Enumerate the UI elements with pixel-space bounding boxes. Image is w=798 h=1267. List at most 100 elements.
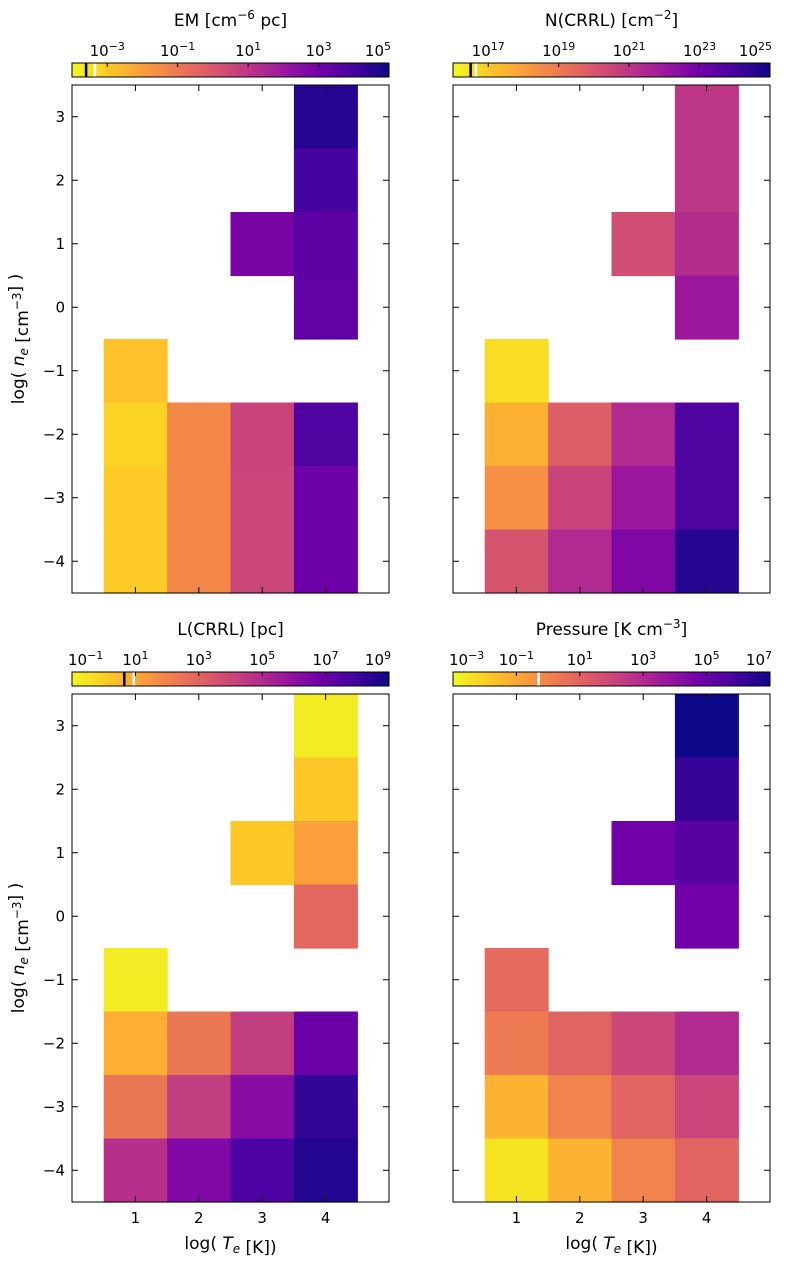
y-tick-label: 0 bbox=[55, 298, 65, 316]
colorbar-frame bbox=[71, 62, 390, 78]
heatmap-cell bbox=[293, 148, 358, 213]
heatmap-cell bbox=[293, 884, 358, 949]
plot-frame bbox=[71, 84, 390, 594]
colorbar-tick-label: 103 bbox=[306, 40, 332, 60]
heatmap-cell bbox=[103, 1138, 168, 1203]
x-axis-label: log( Te [K]) bbox=[565, 1234, 657, 1258]
y-tick-label: 3 bbox=[55, 717, 65, 735]
heatmap-cell bbox=[674, 884, 739, 949]
heatmap-cell bbox=[167, 529, 232, 594]
heatmap-cell bbox=[230, 212, 295, 277]
heatmap-cell bbox=[548, 529, 613, 594]
colorbar-tick-label: 101 bbox=[235, 40, 261, 60]
colorbar bbox=[453, 63, 770, 77]
heatmap-cell bbox=[674, 402, 739, 467]
colorbar-tick-label: 107 bbox=[746, 649, 772, 669]
heatmap-cell bbox=[230, 529, 295, 594]
plot-frame bbox=[71, 693, 390, 1203]
heatmap-cell bbox=[293, 275, 358, 340]
heatmap-cell bbox=[103, 1075, 168, 1140]
heatmap-cell bbox=[230, 1075, 295, 1140]
heatmap-cell bbox=[293, 757, 358, 822]
y-tick-label: −4 bbox=[43, 552, 65, 570]
heatmap-cell bbox=[611, 212, 676, 277]
heatmap-cell bbox=[230, 1138, 295, 1203]
colorbar-tick-label: 10−1 bbox=[499, 649, 534, 669]
colorbar-tick-label: 103 bbox=[630, 649, 656, 669]
y-tick-label: 2 bbox=[55, 780, 65, 798]
heatmap-cell bbox=[674, 212, 739, 277]
heatmap-cell bbox=[674, 821, 739, 886]
heatmap-cell bbox=[103, 466, 168, 531]
y-tick-label: 2 bbox=[55, 171, 65, 189]
y-tick-label: 3 bbox=[55, 108, 65, 126]
y-tick-label: −1 bbox=[43, 971, 65, 989]
x-tick-label: 1 bbox=[512, 1209, 522, 1227]
plot-frame bbox=[452, 693, 771, 1203]
y-tick-label: 0 bbox=[55, 907, 65, 925]
heatmap-cell bbox=[103, 339, 168, 404]
heatmap-cell bbox=[103, 529, 168, 594]
y-tick-label: 1 bbox=[55, 235, 65, 253]
heatmap-cell bbox=[674, 275, 739, 340]
colorbar-frame bbox=[71, 671, 390, 687]
y-tick-label: −3 bbox=[43, 1098, 65, 1116]
panel-title: EM [cm−6 pc] bbox=[174, 8, 287, 31]
colorbar-tick-label: 101 bbox=[567, 649, 593, 669]
heatmap-cell bbox=[167, 1075, 232, 1140]
colorbar-tick-label: 105 bbox=[249, 649, 275, 669]
colorbar-tick-label: 101 bbox=[122, 649, 148, 669]
heatmap-cell bbox=[484, 1075, 549, 1140]
heatmap-cell bbox=[548, 1011, 613, 1076]
colorbar bbox=[453, 672, 770, 686]
colorbar-tick-label: 1021 bbox=[613, 40, 646, 60]
y-tick-label: −1 bbox=[43, 362, 65, 380]
x-tick-label: 3 bbox=[638, 1209, 648, 1227]
heatmap-cell bbox=[167, 1011, 232, 1076]
heatmap-cell bbox=[230, 821, 295, 886]
panel-title: N(CRRL) [cm−2] bbox=[545, 8, 678, 31]
heatmap-cell bbox=[230, 1011, 295, 1076]
colorbar-tick-label: 103 bbox=[186, 649, 212, 669]
colorbar-tick-label: 105 bbox=[365, 40, 391, 60]
heatmap-cell bbox=[611, 1075, 676, 1140]
heatmap-cell bbox=[293, 821, 358, 886]
heatmap-cell bbox=[484, 339, 549, 404]
heatmap-cell bbox=[293, 212, 358, 277]
heatmap-cell bbox=[293, 1075, 358, 1140]
heatmap-cell bbox=[293, 694, 358, 759]
colorbar-tick-label: 10−3 bbox=[90, 40, 125, 60]
heatmap-cell bbox=[548, 1138, 613, 1203]
heatmap-cell bbox=[167, 402, 232, 467]
heatmap-cell bbox=[230, 402, 295, 467]
colorbar-tick-label: 1019 bbox=[542, 40, 575, 60]
heatmap-cell bbox=[484, 948, 549, 1013]
colorbar-tick-label: 105 bbox=[694, 649, 720, 669]
panel-title: L(CRRL) [pc] bbox=[177, 620, 284, 640]
heatmap-cell bbox=[293, 466, 358, 531]
x-tick-label: 3 bbox=[257, 1209, 267, 1227]
heatmap-cell bbox=[103, 948, 168, 1013]
colorbar-tick-label: 10−3 bbox=[449, 649, 484, 669]
heatmap-cell bbox=[674, 529, 739, 594]
heatmap-cell bbox=[611, 466, 676, 531]
colorbar bbox=[72, 63, 389, 77]
colorbar-tick-label: 1017 bbox=[472, 40, 505, 60]
x-axis-label: log( Te [K]) bbox=[184, 1234, 276, 1258]
heatmap-cell bbox=[674, 148, 739, 213]
y-tick-label: −3 bbox=[43, 489, 65, 507]
colorbar-frame bbox=[452, 671, 771, 687]
heatmap-cell bbox=[611, 1011, 676, 1076]
y-tick-label: −2 bbox=[43, 1034, 65, 1052]
heatmap-cell bbox=[293, 402, 358, 467]
heatmap-cell bbox=[674, 694, 739, 759]
heatmap-cell bbox=[548, 466, 613, 531]
heatmap-cell bbox=[103, 1011, 168, 1076]
heatmap-cell bbox=[293, 1011, 358, 1076]
colorbar-frame bbox=[452, 62, 771, 78]
heatmap-cell bbox=[674, 1011, 739, 1076]
heatmap-cell bbox=[611, 1138, 676, 1203]
x-tick-label: 2 bbox=[194, 1209, 204, 1227]
